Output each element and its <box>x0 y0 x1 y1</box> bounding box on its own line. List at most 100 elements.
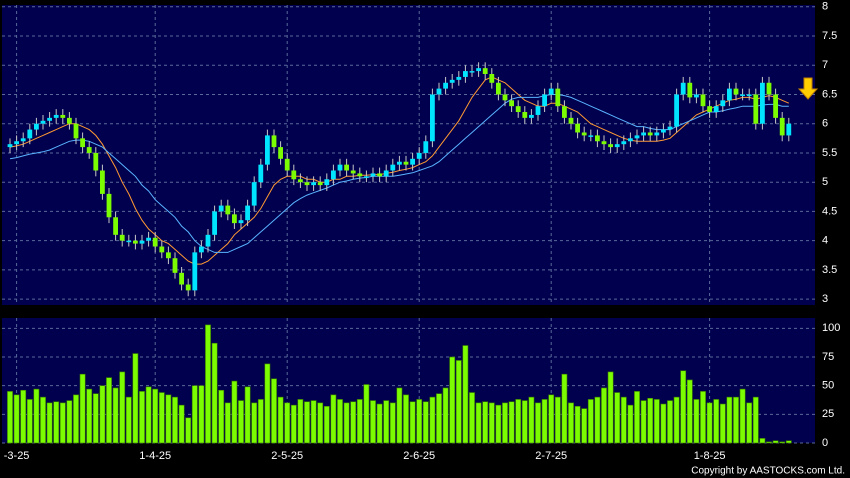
volume-bar <box>343 402 350 444</box>
volume-bar <box>125 396 132 444</box>
y-tick-label: 3 <box>822 293 828 305</box>
candle-body <box>337 164 343 171</box>
candle-body <box>86 147 92 153</box>
candle-body <box>40 120 46 124</box>
volume-bar <box>211 342 218 444</box>
volume-bar <box>587 399 594 444</box>
candle-body <box>251 182 257 206</box>
volume-bar <box>290 404 297 444</box>
volume-bar <box>79 373 86 444</box>
candle-body <box>687 82 693 98</box>
volume-bar <box>495 404 502 444</box>
volume-bar <box>264 363 271 444</box>
volume-bar <box>766 441 772 444</box>
volume-bar <box>673 396 680 444</box>
candle-body <box>641 132 646 136</box>
volume-bar <box>383 400 390 444</box>
y-tick-label: 4 <box>822 235 828 247</box>
volume-bar <box>442 387 449 444</box>
y-tick-label: 6 <box>822 118 828 130</box>
volume-bar <box>139 391 145 444</box>
volume-bar <box>191 385 198 444</box>
candle-body <box>67 117 72 124</box>
volume-bar <box>752 396 759 444</box>
candle-body <box>779 117 785 136</box>
candle-body <box>661 129 666 133</box>
y-tick-label: 4.5 <box>822 205 837 217</box>
volume-bar <box>548 394 555 444</box>
candle-body <box>199 246 204 253</box>
y2-tick-label: 75 <box>822 351 834 363</box>
candle-body <box>443 82 448 89</box>
candle-body <box>377 173 382 177</box>
volume-bar <box>541 399 548 444</box>
indicator-arrow <box>797 77 819 100</box>
volume-bar <box>145 386 152 444</box>
volume-bar <box>284 402 291 444</box>
candle-body <box>159 246 165 253</box>
volume-bar <box>521 400 528 444</box>
candle-body <box>152 237 158 247</box>
candle-body <box>357 173 363 177</box>
candle-body <box>601 141 607 145</box>
volume-bar <box>785 440 792 444</box>
candle-body <box>621 141 627 145</box>
candle-body <box>694 94 699 98</box>
volume-bar <box>7 391 13 444</box>
volume-bar <box>350 401 357 444</box>
candle-body <box>416 152 422 159</box>
volume-bar <box>119 371 126 444</box>
volume-bar <box>568 402 574 444</box>
candle-body <box>522 112 528 118</box>
volume-bar <box>323 406 330 444</box>
volume-bar <box>356 399 363 444</box>
volume-bar <box>739 388 746 444</box>
volume-bar <box>409 401 416 444</box>
candle-body <box>60 114 66 118</box>
candle-body <box>436 88 442 95</box>
candle-body <box>364 176 369 178</box>
volume-bar <box>106 377 112 444</box>
volume-bar <box>257 399 264 444</box>
volume-bar <box>469 392 475 444</box>
volume-bar <box>627 404 634 444</box>
volume-bar <box>594 396 601 444</box>
candle-body <box>786 123 792 136</box>
candle-body <box>73 123 79 139</box>
candle-body <box>766 82 772 95</box>
volume-bar <box>396 387 403 444</box>
x-tick-label: 1-8-25 <box>694 450 726 462</box>
candle-body <box>509 100 514 107</box>
candle-body <box>542 94 547 107</box>
y-tick-label: 5.5 <box>822 147 837 159</box>
volume-bar <box>271 378 277 444</box>
volume-bar <box>779 441 786 444</box>
candle-body <box>634 135 640 139</box>
candle-body <box>746 94 752 96</box>
candle-body <box>496 82 501 95</box>
volume-bar <box>488 402 495 444</box>
candle-body <box>93 152 99 171</box>
candle-body <box>119 234 125 241</box>
volume-bar <box>475 402 482 444</box>
volume-bar <box>614 392 621 444</box>
candle-body <box>430 94 435 142</box>
volume-bar <box>304 401 310 444</box>
candle-body <box>212 211 217 235</box>
candle-body <box>34 123 39 130</box>
volume-bar <box>508 401 515 444</box>
candle-body <box>449 79 455 83</box>
candle-body <box>7 144 13 148</box>
x-tick-label: -3-25 <box>4 450 30 462</box>
volume-bar <box>667 400 673 444</box>
candle-body <box>100 170 105 194</box>
candle-body <box>397 161 402 165</box>
candle-body <box>423 141 429 153</box>
volume-bar <box>436 393 442 444</box>
candle-body <box>205 234 211 247</box>
volume-bar <box>112 387 119 444</box>
candle-body <box>489 74 495 83</box>
candle-body <box>760 82 765 124</box>
